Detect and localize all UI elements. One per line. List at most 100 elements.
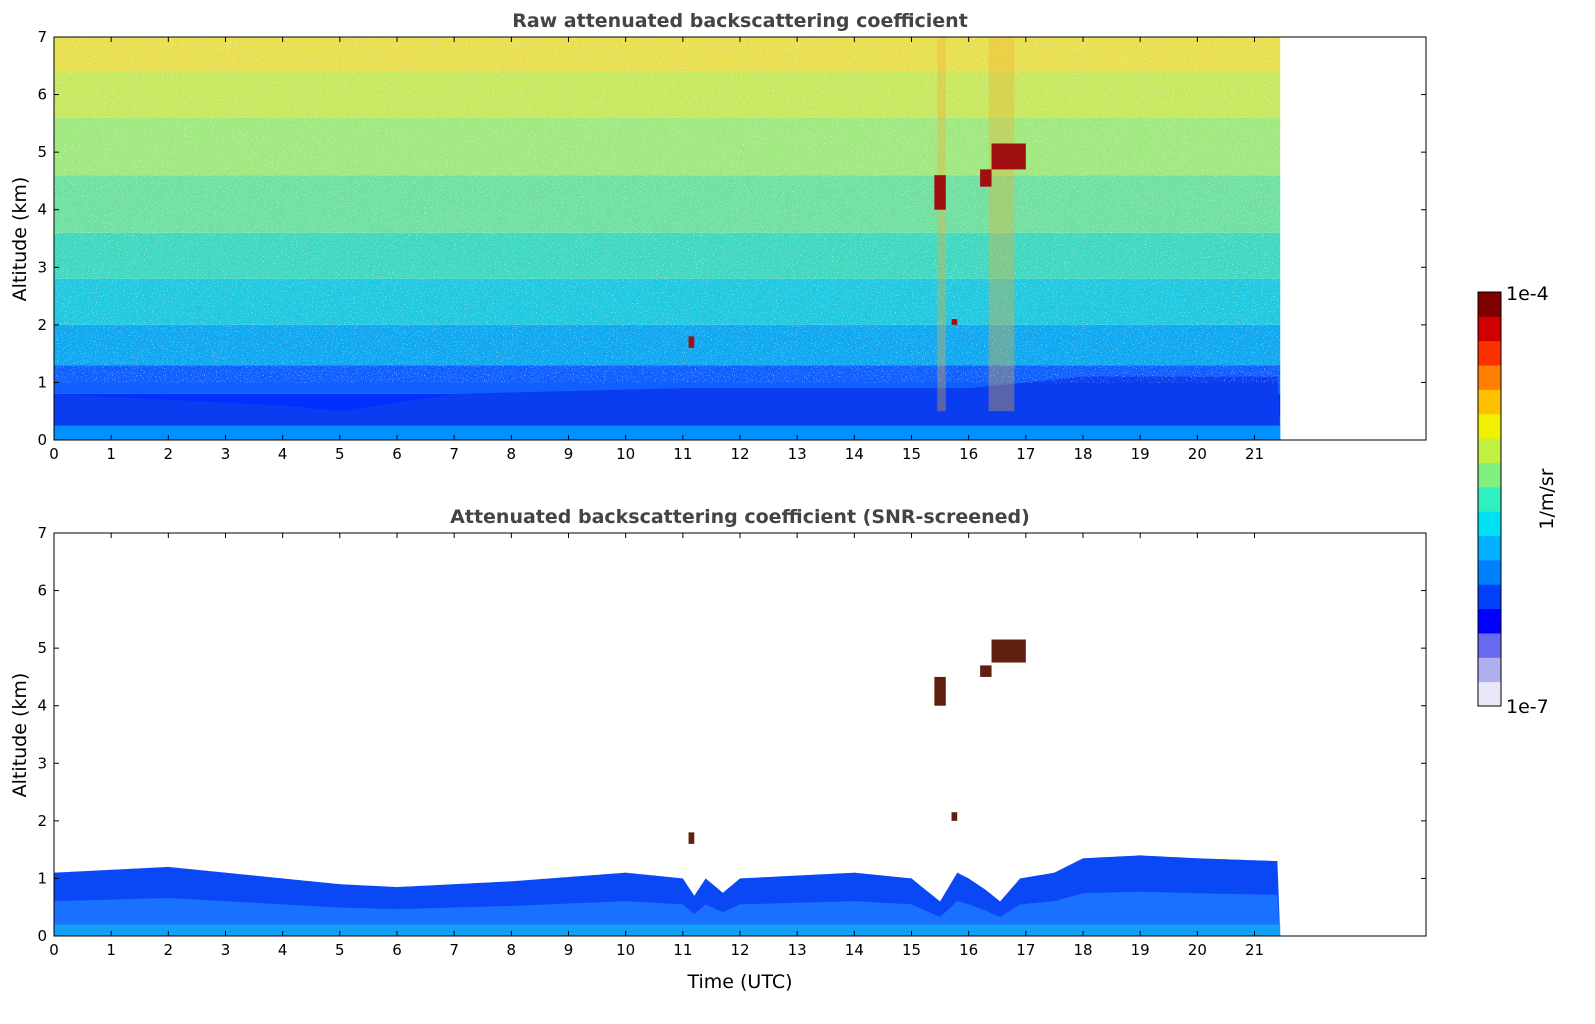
x-tick-label: 8 <box>507 445 517 463</box>
colorbar-step <box>1478 632 1501 658</box>
x-tick-label: 3 <box>221 941 231 959</box>
colorbar-step <box>1478 340 1501 366</box>
surface-layer <box>54 924 1281 936</box>
cloud-feature <box>688 336 695 348</box>
surface-layer <box>54 425 1281 440</box>
cloud-feature <box>991 143 1026 170</box>
cloud-feature <box>991 639 1026 663</box>
y-tick-label: 3 <box>37 754 47 772</box>
y-tick-label: 0 <box>37 927 47 945</box>
x-tick-label: 8 <box>507 941 517 959</box>
y-tick-label: 7 <box>37 524 47 542</box>
colorbar-step <box>1478 681 1501 707</box>
x-tick-label: 18 <box>1073 445 1092 463</box>
noise-speckle <box>54 37 1281 383</box>
colorbar-step <box>1478 462 1501 488</box>
y-tick-label: 7 <box>37 28 47 46</box>
x-tick-label: 2 <box>164 941 174 959</box>
cloud-feature <box>980 169 992 187</box>
x-tick-label: 15 <box>902 941 921 959</box>
plot-area <box>54 37 1281 440</box>
x-tick-label: 7 <box>449 445 459 463</box>
panel-raw: Raw attenuated backscattering coefficien… <box>9 10 1427 463</box>
x-tick-label: 12 <box>730 445 749 463</box>
x-axis: 0 1 2 3 4 5 6 7 8 9 10 11 12 13 14 15 16 17 18 19 20 21 <box>49 37 1264 463</box>
x-tick-label: 19 <box>1131 941 1150 959</box>
y-tick-label: 4 <box>37 201 47 219</box>
x-tick-label: 21 <box>1245 941 1264 959</box>
colorbar-step <box>1478 559 1501 585</box>
cloud-feature <box>934 175 946 210</box>
y-axis-label: Altitude (km) <box>9 673 31 798</box>
x-tick-label: 6 <box>392 941 402 959</box>
plot-area <box>54 639 1281 936</box>
cloud-feature <box>951 319 958 325</box>
x-tick-label: 20 <box>1188 941 1207 959</box>
x-tick-label: 19 <box>1131 445 1150 463</box>
y-axis-label: Altitude (km) <box>9 177 31 302</box>
boundary-layer <box>54 376 1281 440</box>
x-tick-label: 16 <box>959 445 978 463</box>
x-tick-label: 11 <box>673 445 692 463</box>
colorbar-step <box>1478 413 1501 439</box>
x-tick-label: 1 <box>106 941 116 959</box>
x-axis-label: Time (UTC) <box>686 971 792 993</box>
x-tick-label: 10 <box>616 941 635 959</box>
signal-streak <box>988 37 1015 412</box>
x-tick-label: 0 <box>49 941 59 959</box>
cloud-feature <box>688 832 695 844</box>
x-tick-label: 14 <box>845 445 864 463</box>
y-tick-label: 1 <box>37 373 47 391</box>
y-tick-label: 4 <box>37 697 47 715</box>
colorbar-step <box>1478 365 1501 390</box>
x-tick-label: 7 <box>449 941 459 959</box>
x-tick-label: 18 <box>1073 941 1092 959</box>
x-tick-label: 4 <box>278 941 288 959</box>
cloud-feature <box>980 665 992 677</box>
y-axis: 0 1 2 3 4 5 6 7 <box>37 524 1426 945</box>
x-tick-label: 9 <box>564 445 574 463</box>
colorbar-min-label: 1e-7 <box>1506 696 1549 718</box>
x-tick-label: 17 <box>1016 445 1035 463</box>
panel-screened: Attenuated backscattering coefficient (S… <box>9 506 1427 993</box>
colorbar-step <box>1478 438 1501 463</box>
y-tick-label: 6 <box>37 86 47 104</box>
colorbar-step <box>1478 486 1501 512</box>
x-tick-label: 21 <box>1245 445 1264 463</box>
colorbar-step <box>1478 389 1501 415</box>
colorbar-frame <box>1477 291 1502 707</box>
panel-title: Attenuated backscattering coefficient (S… <box>450 506 1030 528</box>
x-tick-label: 3 <box>221 445 231 463</box>
x-tick-label: 12 <box>730 941 749 959</box>
x-tick-label: 11 <box>673 941 692 959</box>
x-tick-label: 2 <box>164 445 174 463</box>
x-tick-label: 4 <box>278 445 288 463</box>
x-tick-label: 17 <box>1016 941 1035 959</box>
y-tick-label: 3 <box>37 258 47 276</box>
y-tick-label: 2 <box>37 316 47 334</box>
x-axis: 0 1 2 3 4 5 6 7 8 9 10 11 12 13 14 15 16 17 18 19 20 21 <box>49 533 1264 959</box>
colorbar: 1e-4 1e-7 1/m/sr <box>1477 283 1558 718</box>
y-tick-label: 0 <box>37 431 47 449</box>
x-tick-label: 5 <box>335 445 345 463</box>
x-tick-label: 5 <box>335 941 345 959</box>
colorbar-unit-label: 1/m/sr <box>1536 468 1558 529</box>
colorbar-step <box>1478 608 1501 634</box>
signal-streak <box>937 37 946 412</box>
colorbar-step <box>1478 292 1501 317</box>
colorbar-step <box>1478 511 1501 537</box>
cloud-feature <box>934 676 946 706</box>
y-tick-label: 2 <box>37 812 47 830</box>
x-tick-label: 13 <box>788 445 807 463</box>
y-tick-label: 5 <box>37 639 47 657</box>
colorbar-max-label: 1e-4 <box>1506 283 1549 305</box>
x-tick-label: 9 <box>564 941 574 959</box>
x-tick-label: 20 <box>1188 445 1207 463</box>
colorbar-step <box>1478 535 1501 561</box>
panel-title: Raw attenuated backscattering coefficien… <box>512 10 968 32</box>
x-tick-label: 16 <box>959 941 978 959</box>
colorbar-step <box>1478 584 1501 610</box>
y-axis: 0 1 2 3 4 5 6 7 <box>37 28 1426 449</box>
